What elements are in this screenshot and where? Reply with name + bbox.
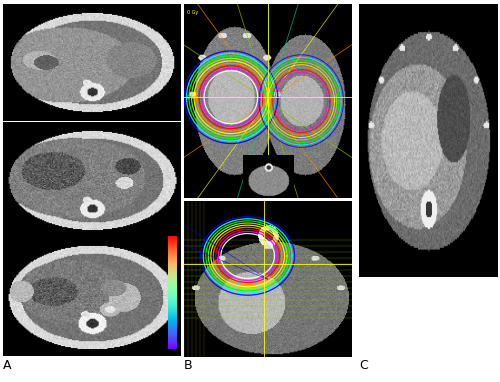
Text: 0 Gy: 0 Gy xyxy=(188,10,198,15)
Text: C: C xyxy=(359,359,368,372)
Text: A: A xyxy=(2,359,11,372)
Text: 0 Gy: 0 Gy xyxy=(188,95,198,100)
Text: B: B xyxy=(184,359,192,372)
